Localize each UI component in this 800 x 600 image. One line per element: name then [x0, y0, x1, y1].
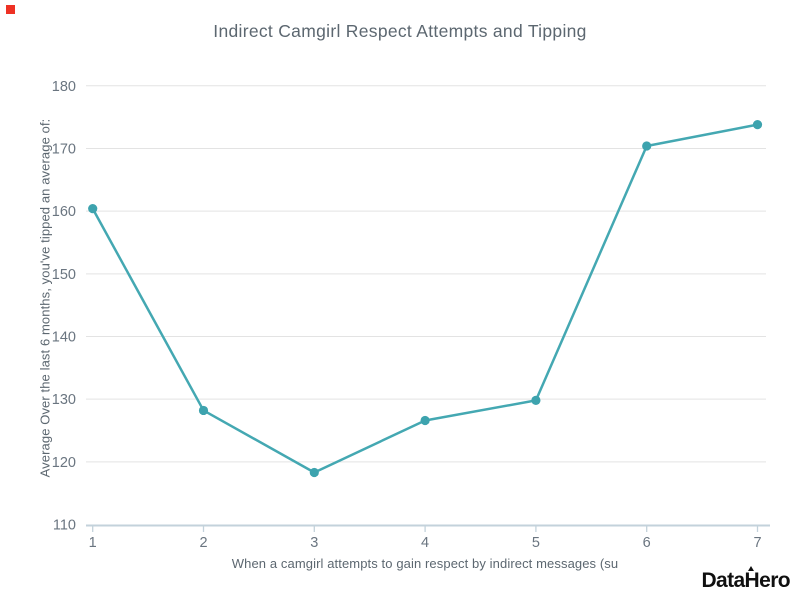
x-tick-label: 5 [532, 535, 540, 551]
x-tick-label: 4 [421, 535, 429, 551]
data-point [309, 467, 319, 478]
y-tick-label: 130 [52, 392, 76, 408]
datahero-logo-antenna-icon [748, 566, 754, 571]
data-point [88, 204, 98, 214]
chart-title: Indirect Camgirl Respect Attempts and Ti… [213, 21, 587, 41]
x-tick-label: 7 [753, 535, 761, 551]
data-point [752, 120, 763, 130]
y-tick-label: 160 [52, 204, 76, 220]
y-tick-label: 180 [52, 79, 76, 95]
y-tick-label: 110 [53, 518, 76, 534]
record-marker [6, 5, 15, 14]
data-point [420, 415, 430, 426]
data-point [198, 405, 209, 416]
data-point [642, 141, 652, 151]
y-tick-label: 140 [52, 329, 76, 345]
y-tick-label: 120 [52, 455, 76, 471]
datahero-logo: DataHero [701, 569, 790, 592]
data-point [531, 395, 541, 406]
x-tick-label: 6 [643, 535, 651, 551]
x-axis-label: When a camgirl attempts to gain respect … [231, 556, 619, 571]
x-tick-label: 3 [310, 535, 318, 551]
x-tick-label: 1 [89, 535, 97, 551]
y-tick-label: 170 [52, 141, 76, 157]
y-tick-label: 150 [52, 267, 76, 283]
x-tick-label: 2 [199, 535, 207, 551]
